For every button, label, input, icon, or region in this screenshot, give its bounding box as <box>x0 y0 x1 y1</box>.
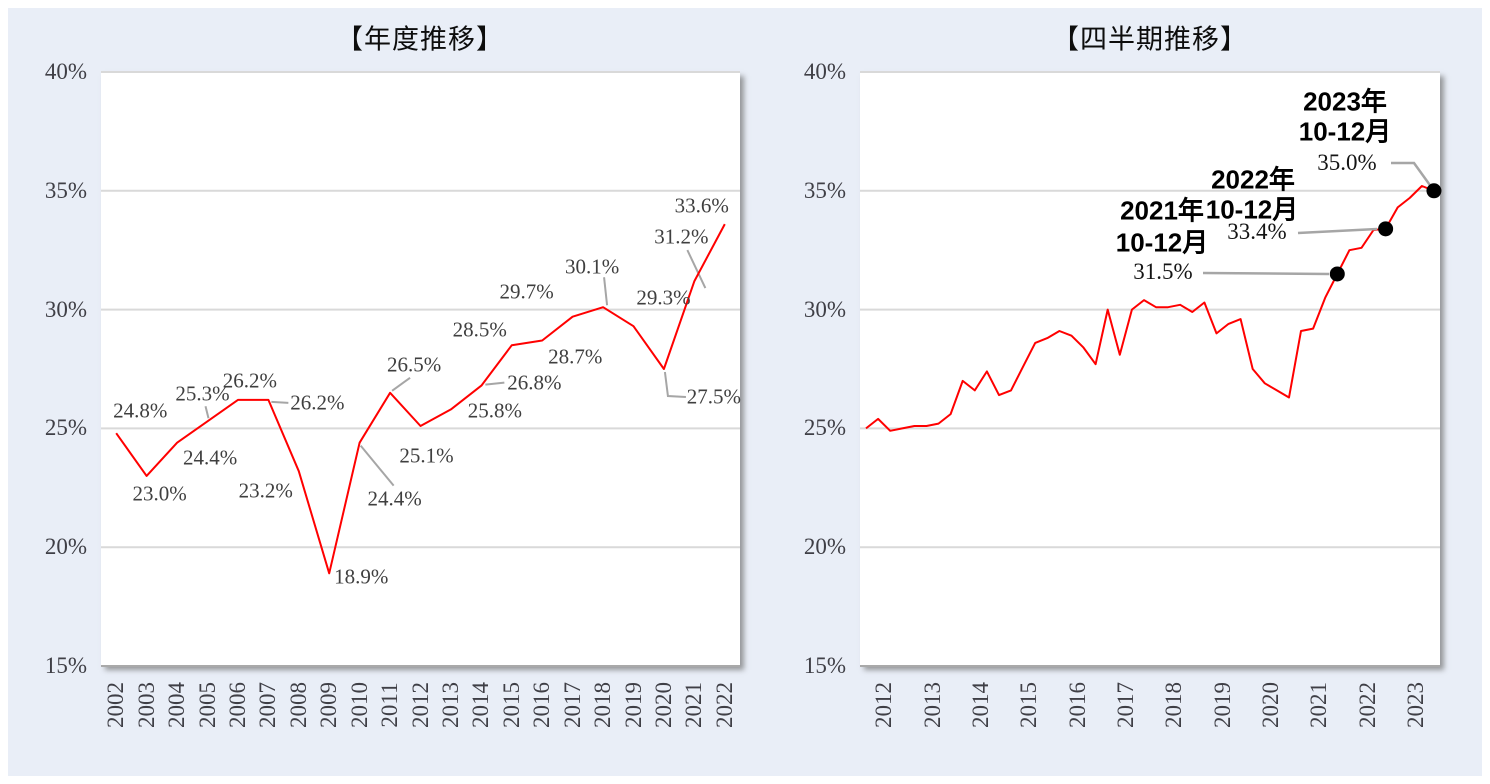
data-point-label: 28.7% <box>548 344 603 369</box>
x-axis-year-label: 2021 <box>681 682 707 728</box>
y-axis-tick-label: 25% <box>803 415 846 441</box>
y-axis-tick-label: 35% <box>803 177 846 203</box>
x-axis-year-label: 2022 <box>1354 682 1380 728</box>
data-point-label: 25.3% <box>175 381 230 406</box>
y-axis-tick-label: 40% <box>44 59 87 84</box>
data-point-label: 30.1% <box>564 254 620 279</box>
x-axis-year-label: 2016 <box>529 682 555 728</box>
data-point-label: 31.2% <box>654 224 709 249</box>
x-axis-year-label: 2017 <box>1112 682 1138 728</box>
y-axis-tick-label: 20% <box>44 534 87 560</box>
annotation-value-label: 31.5% <box>1133 259 1193 284</box>
data-point-label: 33.6% <box>674 193 729 218</box>
y-axis-tick-label: 35% <box>44 177 87 203</box>
x-axis-year-label: 2008 <box>285 682 311 728</box>
x-axis-year-label: 2005 <box>194 682 220 728</box>
x-axis-year-label: 2006 <box>224 682 250 728</box>
annotation-period-label: 10-12月 <box>1205 194 1299 225</box>
annotation-period-label: 2023年 <box>1303 86 1387 117</box>
x-axis-year-label: 2003 <box>133 682 159 728</box>
x-axis-year-label: 2022 <box>711 682 737 728</box>
x-axis-year-label: 2015 <box>498 682 524 728</box>
x-axis-year-label: 2018 <box>590 682 616 728</box>
data-point-label: 26.2% <box>290 390 345 415</box>
x-axis-year-label: 2010 <box>346 682 372 728</box>
x-axis-year-label: 2002 <box>103 682 129 728</box>
annotation-value-label: 35.0% <box>1317 150 1377 175</box>
data-point-label: 29.7% <box>499 279 554 304</box>
data-point-label: 27.5% <box>686 384 742 409</box>
x-axis-year-label: 2013 <box>437 682 463 728</box>
x-axis-year-label: 2019 <box>620 682 646 728</box>
y-axis-tick-label: 15% <box>44 653 87 678</box>
annotation-value-label: 33.4% <box>1227 219 1287 244</box>
x-axis-year-label: 2019 <box>1209 682 1235 728</box>
quarterly-chart-title: 【四半期推移】 <box>1052 24 1248 55</box>
y-axis-tick-label: 40% <box>803 59 846 84</box>
x-axis-year-label: 2013 <box>919 682 945 728</box>
x-axis-year-label: 2012 <box>407 682 433 728</box>
x-axis-year-label: 2018 <box>1161 682 1187 728</box>
y-axis-tick-label: 15% <box>803 653 846 678</box>
annotation-period-label: 2021年 <box>1120 195 1204 226</box>
x-axis-year-label: 2020 <box>1257 682 1283 728</box>
data-point-label: 26.2% <box>222 368 278 393</box>
x-axis-year-label: 2004 <box>164 682 190 728</box>
annotation-period-label: 10-12月 <box>1298 116 1392 147</box>
y-axis-tick-label: 30% <box>44 296 87 322</box>
y-axis-tick-label: 25% <box>44 415 87 441</box>
y-axis-tick-label: 30% <box>803 296 846 322</box>
data-point-label: 29.3% <box>636 285 691 310</box>
annotation-period-label: 10-12月 <box>1115 227 1209 258</box>
x-axis-year-label: 2011 <box>377 682 403 728</box>
data-point-label: 18.9% <box>334 564 389 589</box>
data-point-label: 24.4% <box>367 486 422 511</box>
x-axis-year-label: 2015 <box>1016 682 1042 728</box>
annotation-period-label: 2022年 <box>1211 164 1295 195</box>
x-axis-year-label: 2014 <box>468 682 494 728</box>
data-point-label: 25.1% <box>399 443 454 468</box>
x-axis-year-label: 2023 <box>1402 682 1428 728</box>
data-point-label: 23.0% <box>132 481 187 506</box>
data-point-label: 26.5% <box>386 352 442 377</box>
x-axis-year-label: 2012 <box>871 682 897 728</box>
y-axis-tick-label: 20% <box>803 534 846 560</box>
x-axis-year-label: 2009 <box>316 682 342 728</box>
data-point-label: 23.2% <box>238 478 293 503</box>
data-point-label: 26.8% <box>507 370 562 395</box>
x-axis-year-label: 2007 <box>255 682 281 728</box>
x-axis-year-label: 2021 <box>1306 682 1332 728</box>
data-point-label: 24.8% <box>113 398 168 423</box>
annual-chart-title: 【年度推移】 <box>336 24 504 55</box>
x-axis-year-label: 2020 <box>650 682 676 728</box>
x-axis-year-label: 2014 <box>967 682 993 728</box>
data-point-label: 25.8% <box>467 398 523 423</box>
x-axis-year-label: 2017 <box>559 682 585 728</box>
data-point-label: 28.5% <box>452 317 507 342</box>
x-axis-year-label: 2016 <box>1064 682 1090 728</box>
data-point-label: 24.4% <box>182 445 238 470</box>
